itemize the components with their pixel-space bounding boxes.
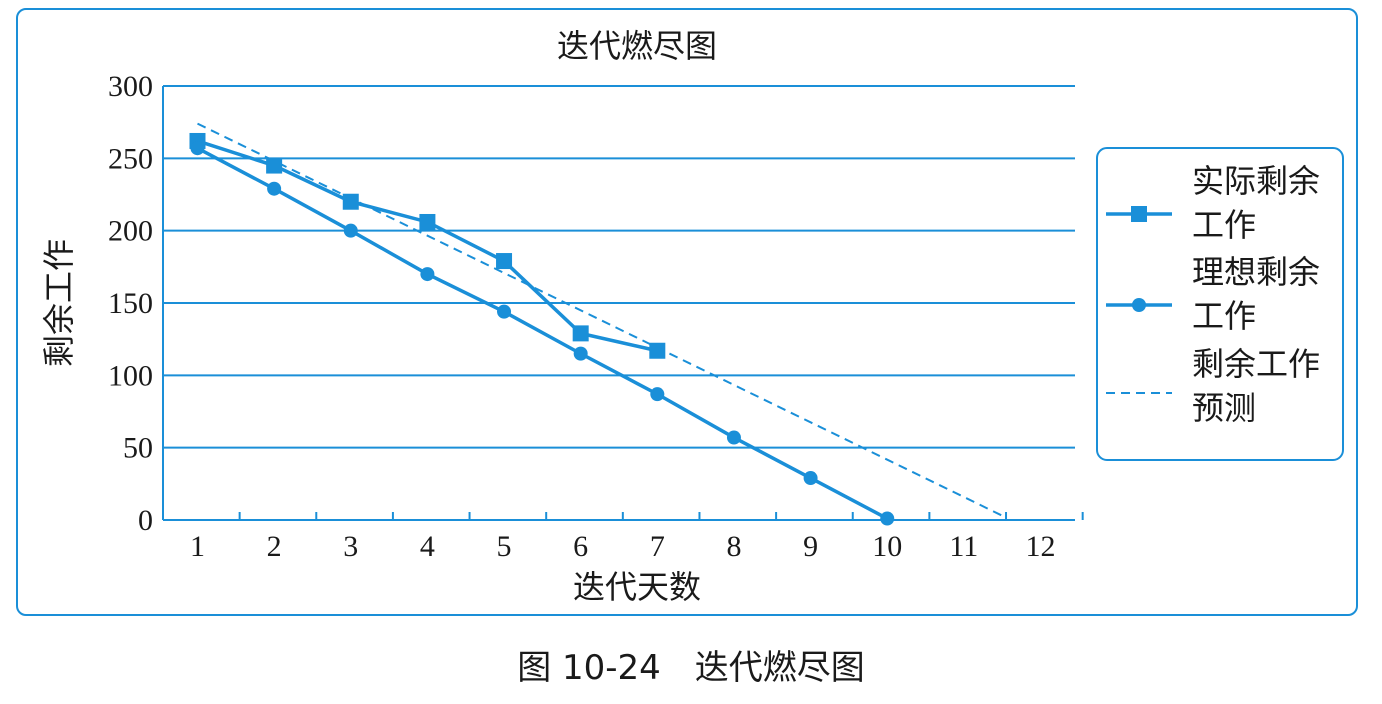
x-tick-label-10: 10 [872,530,902,563]
legend-swatch-marker-1 [1132,298,1146,312]
series-0-point-6 [572,325,589,342]
legend-box [1096,147,1344,461]
x-tick-label-6: 6 [573,530,588,563]
series-1-point-7 [650,387,665,402]
y-tick-label-250: 250 [108,142,153,175]
y-tick-label-0: 0 [138,504,153,537]
y-tick-label-300: 300 [108,70,153,103]
y-axis-title: 剩余工作 [40,239,78,367]
x-tick-label-8: 8 [726,530,741,563]
x-tick-label-1: 1 [190,530,205,563]
figure-caption: 图 10-24 迭代燃尽图 [517,648,865,688]
series-1-point-1 [190,141,205,156]
series-0-point-2 [266,157,283,174]
series-line-1 [196,146,889,521]
x-tick-label-4: 4 [420,530,435,563]
series-line-2 [197,122,1003,517]
series-0-point-3 [342,193,359,210]
x-tick-label-2: 2 [267,530,282,563]
x-tick-label-7: 7 [650,530,665,563]
chart-frame [16,8,1358,616]
legend-label-0: 实际剩余工作 [1192,162,1320,244]
chart-title: 迭代燃尽图 [557,27,717,65]
x-tick-label-12: 12 [1026,530,1056,563]
series-0-point-5 [496,253,513,270]
series-1-point-10 [880,511,895,526]
x-axis-title: 迭代天数 [573,568,701,606]
legend-label-2: 剩余工作预测 [1192,345,1320,427]
series-1-point-4 [420,267,435,282]
legend-label-1: 理想剩余工作 [1192,253,1320,335]
y-tick-label-150: 150 [108,287,153,320]
x-tick-label-5: 5 [497,530,512,563]
series-1-point-9 [803,471,818,486]
series-1-point-5 [497,304,512,319]
series-0-point-4 [419,213,436,230]
series-1-point-3 [343,223,358,238]
series-1-point-6 [573,346,588,361]
series-0-point-7 [649,342,666,359]
x-tick-label-3: 3 [343,530,358,563]
y-tick-label-200: 200 [108,215,153,248]
series-1-point-2 [267,181,282,196]
x-tick-label-11: 11 [949,530,978,563]
y-tick-label-100: 100 [108,359,153,392]
legend-swatch-marker-0 [1131,206,1147,222]
y-tick-label-50: 50 [123,432,153,465]
x-tick-label-9: 9 [803,530,818,563]
series-1-point-8 [726,430,741,445]
